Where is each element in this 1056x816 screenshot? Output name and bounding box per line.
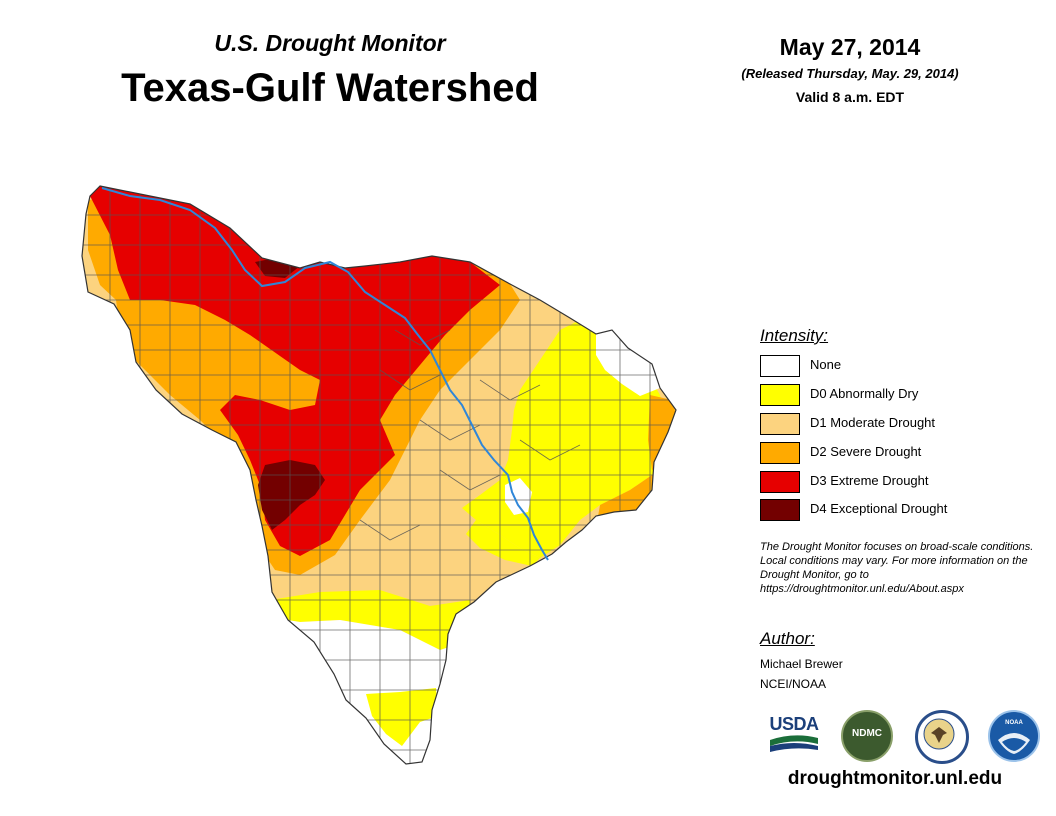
d4-region — [258, 460, 325, 530]
legend-swatch-d2 — [760, 442, 800, 464]
legend-label-d2: D2 Severe Drought — [810, 444, 922, 459]
valid-time: Valid 8 a.m. EDT — [795, 89, 905, 105]
ndmc-logo: NDMC — [841, 710, 893, 762]
noaa-logo: NOAA — [988, 710, 1040, 762]
legend-swatch-d1 — [760, 413, 800, 435]
legend-label-d1: D1 Moderate Drought — [810, 415, 936, 430]
legend-label-d0: D0 Abnormally Dry — [810, 386, 919, 401]
d2-east-edge — [648, 395, 676, 470]
release-date: (Released Thursday, May. 29, 2014) — [741, 66, 959, 81]
usda-logo-text: USDA — [769, 714, 819, 734]
ndmc-logo-text: NDMC — [852, 728, 882, 739]
commerce-seal-icon — [915, 710, 969, 764]
usda-swoosh-icon — [770, 735, 818, 752]
footer-url-link[interactable]: droughtmonitor.unl.edu — [787, 768, 1003, 789]
author-heading: Author: — [760, 629, 815, 648]
eagle-icon — [923, 718, 955, 750]
watershed-boundary — [81, 185, 677, 765]
legend-title: Intensity: — [760, 326, 829, 345]
legend-swatch-d4 — [760, 499, 800, 521]
map-subtitle: U.S. Drought Monitor — [214, 30, 446, 56]
legend-swatch-none — [760, 355, 800, 377]
map-title: Texas-Gulf Watershed — [121, 66, 539, 110]
legend-label-d4: D4 Exceptional Drought — [810, 501, 948, 516]
watershed-map — [81, 185, 677, 765]
noaa-bird-icon — [998, 733, 1030, 754]
usda-logo: USDA — [768, 714, 820, 752]
d0-coastal-patch — [466, 520, 540, 566]
legend-swatch-d0 — [760, 384, 800, 406]
author-name: Michael Brewer — [760, 657, 843, 671]
river-line — [101, 187, 549, 561]
legend-label-d3: D3 Extreme Drought — [810, 473, 929, 488]
d0-south-patch — [366, 688, 438, 746]
noaa-logo-text: NOAA — [1005, 720, 1023, 726]
legend-label-none: None — [810, 357, 842, 372]
map-date: May 27, 2014 — [779, 34, 921, 60]
legend-swatch-d3 — [760, 471, 800, 493]
d3-region — [90, 186, 500, 556]
disclaimer-note: The Drought Monitor focuses on broad-sca… — [760, 541, 1034, 595]
author-org: NCEI/NOAA — [760, 677, 827, 691]
none-east-region — [596, 330, 660, 396]
